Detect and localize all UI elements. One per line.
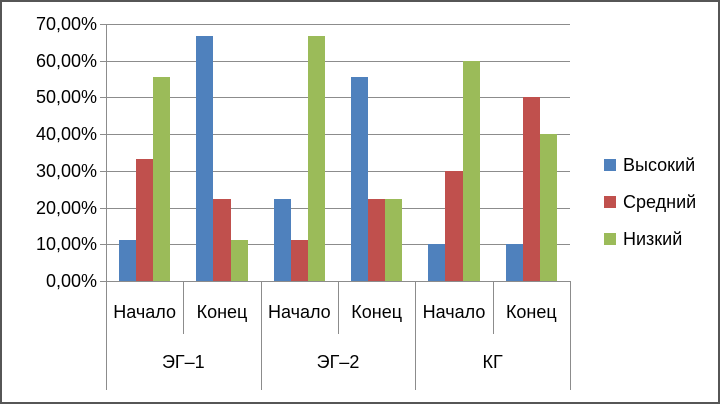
y-axis-tick <box>100 244 106 246</box>
group-label-3: КГ <box>482 352 503 372</box>
bar-s2-c6 <box>522 97 540 281</box>
category-label-начало-2: Начало <box>267 302 331 322</box>
category-table-border <box>106 281 107 390</box>
y-axis-line <box>106 24 107 281</box>
legend-swatch-icon <box>604 196 616 208</box>
legend-item-2: Средний <box>604 191 696 213</box>
bar-s1-c6 <box>505 244 523 281</box>
legend: Высокий Средний Низкий <box>604 154 696 265</box>
y-axis-tick <box>100 24 106 25</box>
subcategory-divider <box>338 281 339 334</box>
plot-area <box>106 24 570 282</box>
bar-s3-c6 <box>539 134 558 281</box>
y-axis-tick-label: 30,00% <box>35 160 97 181</box>
y-axis-tick-label: 70,00% <box>35 14 97 34</box>
category-label-начало-1: Начало <box>113 302 177 322</box>
y-axis-tick-label: 40,00% <box>35 124 97 145</box>
legend-swatch-icon <box>604 159 616 171</box>
legend-item-1: Высокий <box>604 154 696 176</box>
y-axis-tick-label: 0,00% <box>45 271 97 291</box>
y-axis-tick-label: 20,00% <box>35 197 97 218</box>
category-label-начало-3: Начало <box>422 302 486 322</box>
gridline-40 <box>106 134 570 136</box>
y-axis-tick <box>100 134 106 136</box>
gridline-60 <box>106 60 570 62</box>
bar-s2-c4 <box>368 199 386 281</box>
bar-s3-c2 <box>230 240 248 281</box>
subcategory-divider <box>492 281 494 334</box>
bar-s2-c5 <box>445 170 463 281</box>
legend-label: Низкий <box>623 228 683 249</box>
bar-s2-c3 <box>290 240 308 281</box>
legend-swatch-icon <box>604 233 616 245</box>
y-axis-tick-label: 10,00% <box>35 234 97 255</box>
gridline-20 <box>106 207 570 209</box>
gridline-50 <box>106 97 570 99</box>
y-axis-tick <box>100 97 106 99</box>
category-table-border <box>415 281 417 390</box>
bar-s3-c1 <box>153 77 171 281</box>
category-label-конец-2: Конец <box>351 302 403 322</box>
legend-label: Высокий <box>623 154 696 175</box>
group-label-1: ЭГ–1 <box>161 352 205 372</box>
bar-s1-c3 <box>273 199 291 281</box>
bar-s2-c1 <box>136 158 154 281</box>
y-axis-tick <box>100 281 106 282</box>
bar-s1-c5 <box>428 244 446 281</box>
gridline-10 <box>106 244 570 246</box>
category-table-border <box>570 281 571 390</box>
legend-label: Средний <box>623 191 697 212</box>
gridline-30 <box>106 170 570 172</box>
y-axis-tick <box>100 60 106 62</box>
y-axis-tick-label: 50,00% <box>35 87 97 108</box>
bar-s1-c2 <box>196 36 214 281</box>
legend-item-3: Низкий <box>604 228 696 250</box>
bar-s2-c2 <box>213 199 231 281</box>
y-axis-tick <box>100 170 106 172</box>
bar-s1-c4 <box>350 77 369 281</box>
bar-s3-c3 <box>307 36 326 281</box>
category-table-border <box>260 281 262 390</box>
category-label-конец-3: Конец <box>505 302 557 322</box>
y-axis-tick <box>100 207 106 209</box>
bar-s1-c1 <box>118 240 137 281</box>
bar-s3-c4 <box>385 199 403 281</box>
group-label-2: ЭГ–2 <box>316 352 360 372</box>
gridline-70 <box>106 24 570 25</box>
y-axis-tick-label: 60,00% <box>35 50 97 71</box>
subcategory-divider <box>183 281 185 334</box>
bar-s3-c5 <box>462 60 480 281</box>
category-label-конец-1: Конец <box>196 302 248 322</box>
